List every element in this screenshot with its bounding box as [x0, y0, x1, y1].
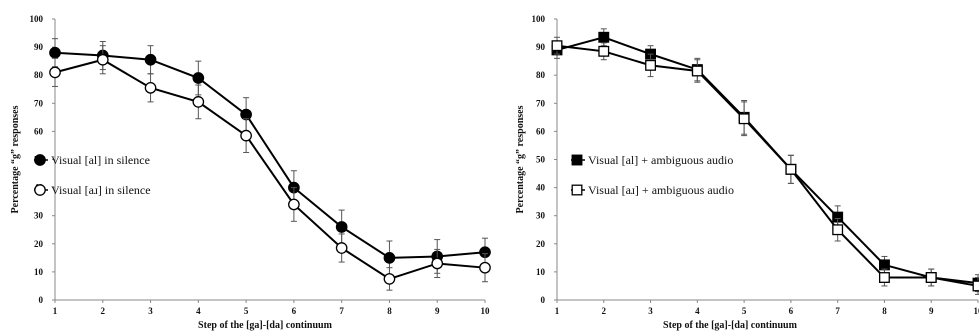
y-tick-label: 20 — [536, 239, 546, 249]
data-point — [288, 198, 300, 211]
y-tick-label: 10 — [536, 267, 546, 277]
data-point — [832, 224, 844, 236]
y-tick-label: 20 — [34, 239, 44, 249]
data-point — [383, 252, 396, 264]
x-tick-label: 5 — [742, 306, 747, 316]
legend-entry: Visual [aɹ] in silence — [34, 183, 151, 197]
x-tick-label: 2 — [101, 306, 106, 316]
x-tick-label: 9 — [929, 306, 934, 316]
y-tick-label: 60 — [34, 126, 44, 136]
legend-label: Visual [aɹ] in silence — [51, 183, 151, 197]
data-point — [691, 65, 703, 77]
y-tick-label: 0 — [541, 295, 546, 305]
data-point — [551, 40, 563, 52]
data-point — [144, 81, 157, 94]
series-line — [54, 58, 486, 281]
x-tick-label: 1 — [555, 306, 560, 316]
data-point — [144, 53, 157, 66]
data-point — [49, 66, 61, 79]
x-tick-label: 4 — [695, 306, 700, 316]
x-tick-label: 6 — [789, 306, 794, 316]
data-point — [645, 59, 657, 71]
x-tick-label: 7 — [835, 306, 840, 316]
legend-label: Visual [al] in silence — [51, 153, 150, 167]
data-point — [878, 259, 890, 271]
y-tick-label: 70 — [536, 98, 546, 108]
y-tick-label: 90 — [34, 42, 44, 52]
data-point — [972, 280, 979, 292]
x-tick-label: 7 — [339, 306, 344, 316]
y-tick-label: 30 — [34, 211, 44, 221]
chart-panel-left: 010203040506070809010012345678910Step of… — [10, 14, 491, 331]
y-tick-label: 100 — [30, 14, 44, 24]
x-tick-label: 10 — [974, 306, 979, 316]
data-point — [878, 272, 890, 283]
legend-entry: Visual [al] + ambiguous audio — [571, 153, 733, 167]
x-tick-label: 8 — [387, 306, 392, 316]
data-point — [383, 273, 396, 285]
y-tick-label: 30 — [536, 211, 546, 221]
series-secondary — [49, 45, 491, 291]
data-point — [598, 45, 610, 57]
x-tick-label: 4 — [196, 306, 201, 316]
x-tick-label: 9 — [435, 306, 440, 316]
y-axis-title: Percentage “g” responses — [10, 105, 21, 213]
y-tick-label: 100 — [532, 14, 546, 24]
legend-label: Visual [al] + ambiguous audio — [588, 153, 733, 167]
data-point — [49, 46, 61, 59]
y-tick-label: 0 — [39, 295, 44, 305]
series-line — [54, 51, 486, 259]
chart-panel-right: 0 10 20 30 40 50 60 70 80 90 100 1 2 3 4 5 6 7 8 9 10 Step of… — [515, 14, 979, 331]
data-point — [240, 108, 252, 121]
y-tick-label: 60 — [536, 126, 546, 136]
data-point — [598, 31, 610, 43]
x-tick-label: 5 — [244, 306, 249, 316]
legend-marker — [571, 154, 583, 166]
legend-marker — [34, 184, 46, 196]
series-line — [556, 44, 979, 287]
y-tick-label: 70 — [34, 98, 44, 108]
data-point — [192, 72, 205, 84]
y-tick-label: 40 — [536, 183, 546, 193]
data-point — [431, 257, 444, 270]
x-tick-label: 8 — [882, 306, 887, 316]
y-tick-label: 10 — [34, 267, 44, 277]
data-point — [925, 272, 937, 283]
data-point — [240, 129, 252, 142]
x-tick-label: 1 — [53, 306, 58, 316]
legend-label: Visual [aɹ] + ambiguous audio — [588, 183, 734, 197]
y-tick-label: 80 — [34, 70, 44, 80]
x-tick-label: 10 — [481, 306, 491, 316]
data-point — [335, 221, 348, 233]
data-point — [96, 53, 109, 66]
x-tick-label: 6 — [292, 306, 297, 316]
y-tick-label: 90 — [536, 42, 546, 52]
y-tick-label: 80 — [536, 70, 546, 80]
data-point — [479, 261, 491, 274]
x-axis-title: Step of the [ga]-[da] continuum — [663, 320, 798, 331]
data-point — [335, 242, 348, 254]
data-point — [785, 163, 797, 175]
x-tick-label: 3 — [148, 306, 153, 316]
x-axis-title: Step of the [ga]-[da] continuum — [198, 320, 333, 331]
series-secondary — [551, 36, 979, 295]
data-point — [738, 113, 750, 125]
y-axis-title: Percentage “g” responses — [515, 105, 526, 213]
data-point — [192, 96, 205, 108]
legend-entry: Visual [al] in silence — [34, 153, 150, 167]
y-tick-label: 50 — [536, 155, 546, 165]
legend-marker — [34, 154, 46, 166]
x-tick-label: 2 — [602, 306, 607, 316]
x-tick-label: 3 — [648, 306, 653, 316]
legend-marker — [571, 184, 583, 196]
legend-entry: Visual [aɹ] + ambiguous audio — [571, 183, 734, 197]
